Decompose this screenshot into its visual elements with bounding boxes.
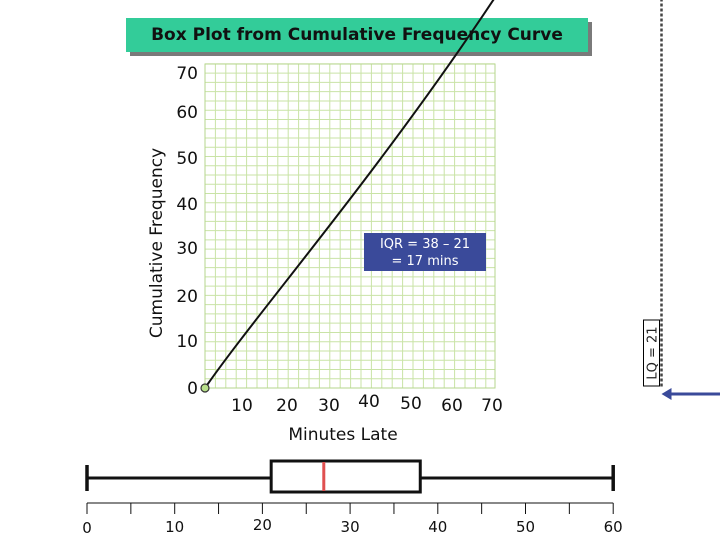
box-axis-label: 30 [341, 518, 360, 536]
x-tick-label: 70 [481, 396, 503, 416]
y-tick-label: 40 [176, 195, 198, 215]
box-axis-label: 0 [82, 519, 92, 537]
plot-border [204, 63, 496, 389]
curve-series [200, 0, 495, 393]
y-axis-label: Cumulative Frequency [147, 148, 167, 338]
reading-label: LQ = 21 [646, 326, 661, 379]
box-axis-label: 10 [165, 518, 184, 536]
y-tick-label: 0 [187, 379, 198, 399]
x-tick-label: 40 [358, 392, 380, 412]
box-axis-label: 50 [516, 518, 535, 536]
iqr-text-line2: = 17 mins [392, 254, 459, 269]
y-tick-label: 30 [176, 239, 198, 259]
iqr-annotation: IQR = 38 – 21 = 17 mins [364, 233, 486, 271]
reading-label-box [643, 319, 660, 387]
plot-background [205, 64, 495, 388]
reading-lines: LQ = 21Median = 27UQ = 38IQR = 38 – 21= … [364, 0, 720, 400]
y-tick-label: 20 [176, 287, 198, 307]
y-tick-label: 70 [176, 64, 198, 84]
iqr-text-line1: IQR = 38 – 21 [380, 237, 470, 252]
grid [204, 63, 496, 389]
x-tick-label: 60 [441, 396, 463, 416]
box-plot: 0 10 20 30 40 50 60 [82, 459, 623, 537]
box-axis-label: 40 [428, 518, 447, 536]
x-axis-label: Minutes Late [288, 425, 397, 445]
iqr-arrow-head-left [661, 388, 672, 400]
box-axis-label: 60 [604, 518, 623, 536]
y-tick-label: 60 [176, 103, 198, 123]
y-tick-label: 10 [176, 332, 198, 352]
x-tick-label: 10 [231, 396, 253, 416]
axis-labels: 0 10 20 30 40 50 60 70 10 20 30 40 50 60 70 Minutes Lat… [147, 64, 503, 445]
data-point [200, 383, 210, 393]
chart-title: Box Plot from Cumulative Frequency Curve [126, 18, 588, 52]
x-tick-label: 50 [400, 394, 422, 414]
box-axis-label: 20 [253, 516, 272, 534]
iqr-box [364, 233, 486, 271]
x-tick-label: 30 [318, 396, 340, 416]
box-iqr-rect [269, 459, 422, 494]
x-tick-label: 20 [276, 396, 298, 416]
y-tick-label: 50 [176, 149, 198, 169]
